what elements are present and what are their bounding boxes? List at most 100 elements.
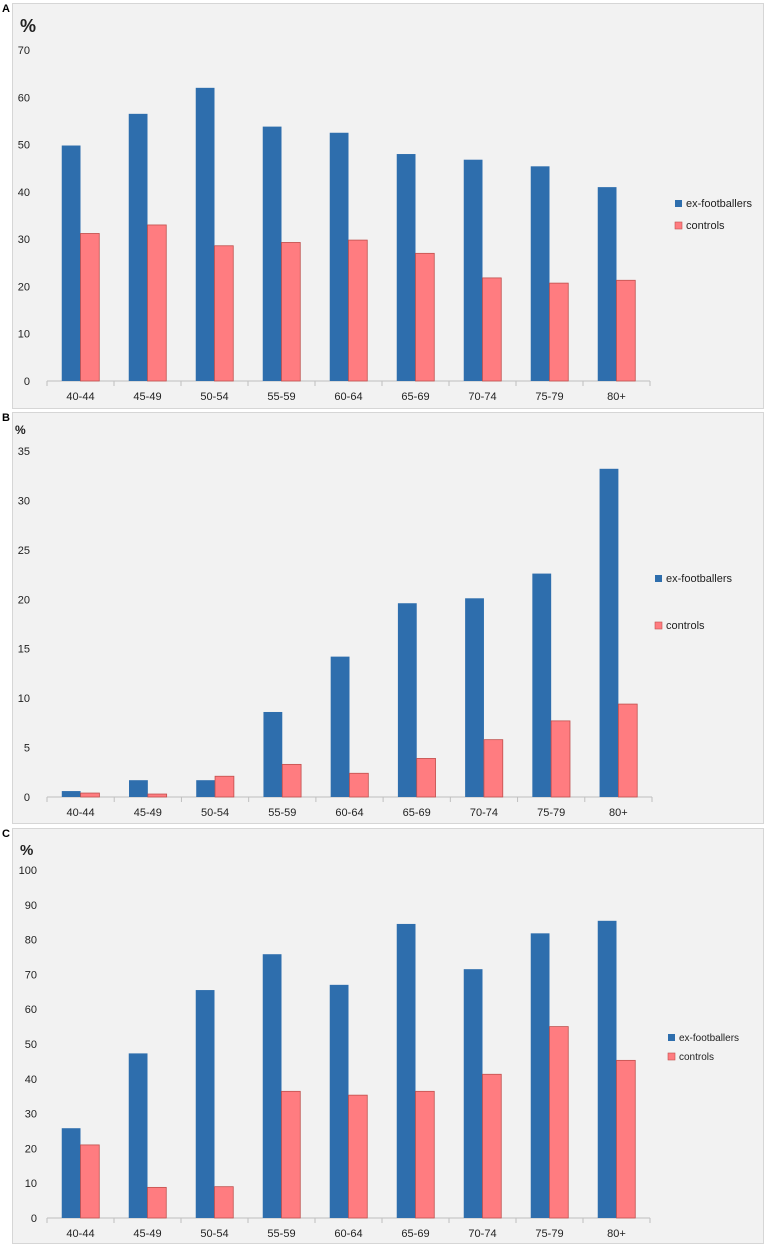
- x-tick-label: 55-59: [268, 807, 296, 819]
- panel-label-b: B: [2, 412, 10, 424]
- y-tick-label: 0: [24, 376, 30, 388]
- legend-label-ex-footballers: ex-footballers: [679, 1033, 739, 1044]
- bar-ex-footballers: [128, 1053, 148, 1218]
- bar-ex-footballers: [396, 154, 416, 381]
- y-tick-label: 0: [31, 1213, 37, 1225]
- x-tick-label: 50-54: [201, 807, 229, 819]
- bar-ex-footballers: [329, 132, 349, 381]
- y-tick-label: 60: [25, 1004, 37, 1016]
- y-tick-label: 80: [25, 935, 37, 947]
- legend-swatch-ex-footballers: [675, 200, 682, 207]
- bar-controls: [281, 242, 301, 382]
- y-axis-unit-label: %: [20, 842, 33, 859]
- y-tick-label: 15: [18, 644, 30, 656]
- y-tick-label: 40: [18, 187, 30, 199]
- bar-ex-footballers: [530, 166, 550, 381]
- y-tick-label: 35: [18, 446, 30, 458]
- bar-controls: [482, 1073, 502, 1219]
- x-tick-label: 50-54: [200, 391, 228, 403]
- panel-label-a: A: [2, 3, 10, 15]
- bar-ex-footballers: [463, 159, 483, 381]
- x-tick-label: 75-79: [535, 1228, 563, 1240]
- x-tick-label: 80+: [609, 807, 628, 819]
- bar-ex-footballers: [597, 920, 617, 1218]
- x-tick-label: 60-64: [334, 391, 362, 403]
- x-tick-label: 45-49: [133, 1228, 161, 1240]
- bar-ex-footballers: [129, 780, 148, 797]
- panel-label-c: C: [2, 828, 10, 840]
- x-tick-label: 75-79: [537, 807, 565, 819]
- y-axis-unit-label: %: [15, 423, 26, 437]
- x-tick-label: 55-59: [267, 1228, 295, 1240]
- x-tick-label: 40-44: [66, 391, 94, 403]
- y-tick-label: 60: [18, 92, 30, 104]
- x-tick-label: 70-74: [470, 807, 498, 819]
- bar-ex-footballers: [397, 603, 417, 797]
- bar-controls: [348, 1094, 368, 1219]
- x-tick-label: 40-44: [67, 807, 95, 819]
- y-tick-label: 10: [25, 1178, 37, 1190]
- x-tick-label: 60-64: [335, 807, 363, 819]
- x-tick-label: 70-74: [468, 391, 496, 403]
- y-tick-label: 25: [18, 545, 30, 557]
- x-tick-label: 45-49: [134, 807, 162, 819]
- legend-label-controls: controls: [679, 1052, 714, 1063]
- y-tick-label: 50: [18, 140, 30, 152]
- bar-ex-footballers: [330, 656, 350, 797]
- y-tick-label: 30: [18, 234, 30, 246]
- legend-swatch-controls: [667, 1052, 676, 1061]
- y-tick-label: 0: [24, 792, 30, 804]
- y-axis-unit-label: %: [20, 16, 36, 36]
- bar-controls: [214, 775, 235, 798]
- legend-swatch-ex-footballers: [668, 1034, 675, 1041]
- bar-ex-footballers: [465, 598, 484, 797]
- bar-ex-footballers: [61, 145, 81, 381]
- bar-ex-footballers: [262, 126, 282, 381]
- x-tick-label: 50-54: [200, 1228, 228, 1240]
- bar-ex-footballers: [195, 87, 215, 381]
- x-tick-label: 65-69: [401, 1228, 429, 1240]
- y-tick-label: 10: [18, 329, 30, 341]
- y-tick-label: 20: [25, 1143, 37, 1155]
- bar-controls: [147, 793, 168, 798]
- bar-ex-footballers: [599, 468, 619, 797]
- bar-controls: [616, 279, 636, 382]
- x-tick-label: 40-44: [66, 1228, 94, 1240]
- bar-controls: [214, 245, 234, 382]
- bar-ex-footballers: [263, 711, 283, 797]
- y-tick-label: 70: [18, 45, 30, 57]
- y-tick-label: 30: [25, 1109, 37, 1121]
- bar-ex-footballers: [196, 780, 216, 797]
- bar-controls: [550, 720, 571, 798]
- legend-swatch-controls: [674, 221, 683, 230]
- x-tick-label: 65-69: [401, 391, 429, 403]
- legend-label-ex-footballers: ex-footballers: [666, 573, 733, 585]
- x-tick-label: 60-64: [334, 1228, 362, 1240]
- bar-controls: [80, 1144, 100, 1219]
- x-tick-label: 70-74: [468, 1228, 496, 1240]
- y-tick-label: 100: [19, 865, 37, 877]
- bar-ex-footballers: [463, 969, 483, 1218]
- legend-label-ex-footballers: ex-footballers: [686, 198, 753, 210]
- bar-ex-footballers: [597, 187, 617, 381]
- bar-controls: [214, 1186, 234, 1219]
- bar-ex-footballers: [262, 954, 282, 1218]
- bar-controls: [281, 1090, 301, 1219]
- y-tick-label: 20: [18, 281, 30, 293]
- y-tick-label: 20: [18, 594, 30, 606]
- bar-controls: [348, 239, 368, 382]
- bar-controls: [147, 1186, 167, 1219]
- bar-controls: [349, 772, 369, 798]
- bar-ex-footballers: [530, 933, 550, 1218]
- bar-controls: [80, 792, 100, 798]
- bar-controls: [482, 277, 502, 382]
- bar-controls: [415, 1090, 435, 1219]
- bar-controls: [483, 739, 504, 798]
- legend-swatch-controls: [654, 621, 663, 630]
- x-tick-label: 75-79: [535, 391, 563, 403]
- legend-label-controls: controls: [666, 620, 705, 632]
- bar-ex-footballers: [61, 1128, 81, 1218]
